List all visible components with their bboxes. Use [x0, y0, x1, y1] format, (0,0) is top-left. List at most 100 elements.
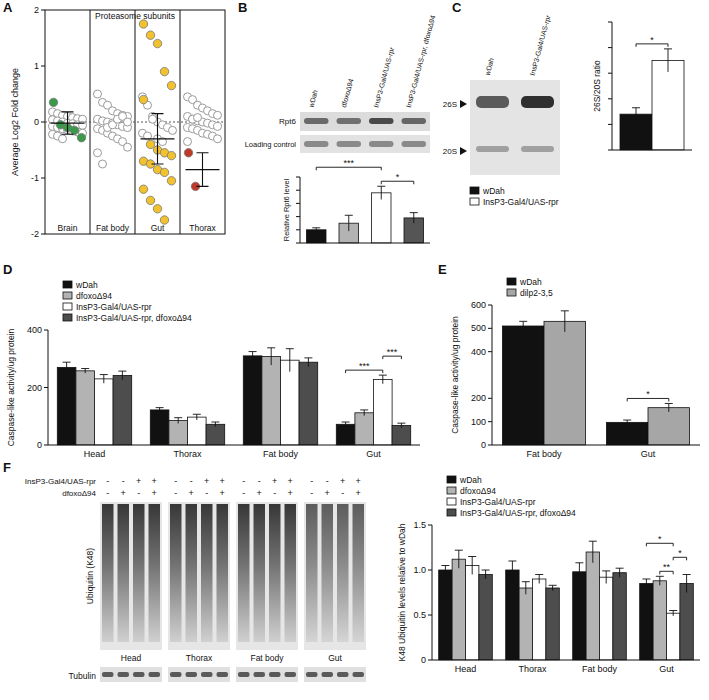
lane-mark: -	[242, 476, 245, 486]
marks	[620, 49, 684, 150]
error-bar	[642, 579, 650, 588]
category-label: Fat body	[526, 449, 562, 459]
lane-smear	[217, 504, 229, 642]
axis-title: Average Log2 Fold change	[10, 68, 20, 176]
lane-mark: +	[121, 488, 126, 498]
lane-smear	[337, 504, 349, 642]
error-bar	[535, 575, 543, 584]
legend-label: dfoxoΔ94	[460, 486, 496, 496]
y-axis	[300, 177, 301, 243]
arrow	[460, 100, 467, 108]
band	[118, 672, 130, 677]
band	[217, 672, 229, 677]
category-label: Thorax	[189, 223, 216, 233]
highlight-point	[167, 177, 175, 185]
category-label: Fat body	[582, 664, 618, 674]
lane-mark: -	[106, 488, 109, 498]
tick	[428, 660, 432, 661]
lane-mark: -	[341, 488, 344, 498]
tick	[296, 243, 300, 244]
tick-label: 500	[471, 323, 486, 333]
lane-mark: +	[288, 476, 293, 486]
bar	[653, 581, 666, 660]
tick-label: 0.5	[413, 610, 426, 620]
tick-label: 1.0	[413, 565, 426, 575]
highlight-point	[184, 149, 192, 157]
lane-smear	[186, 504, 198, 642]
legend-swatch	[63, 314, 72, 321]
panel-letter: A	[3, 0, 13, 15]
figure: ABCDEFwDahdfoxoΔ94InsP3-Gal4/UAS-rprInsP…	[0, 0, 709, 700]
point	[214, 122, 222, 130]
legend-swatch	[447, 476, 456, 483]
error-bar	[174, 418, 182, 424]
significance: ***	[387, 347, 398, 357]
tissue-label: Thorax	[186, 653, 213, 663]
lane-label: wDah	[307, 89, 319, 109]
y-axis	[492, 305, 493, 445]
axis-title: K48 Ubiquitin levels relative to wDah	[397, 523, 407, 661]
highlight-point	[146, 196, 154, 204]
error-bar	[118, 371, 126, 380]
panel-letter: D	[3, 262, 12, 277]
highlight-point	[139, 20, 147, 28]
lane-mark: -	[137, 488, 140, 498]
highlight-point	[146, 140, 154, 148]
band	[402, 118, 427, 124]
error-bar	[397, 423, 405, 428]
tick	[296, 229, 300, 230]
lane-smear	[238, 504, 250, 642]
bar	[372, 193, 392, 243]
lane-mark: -	[106, 476, 109, 486]
legend-swatch	[507, 278, 516, 285]
tick	[428, 525, 432, 526]
error-bar	[360, 410, 368, 416]
y-axis	[612, 22, 613, 150]
error-bar	[589, 541, 597, 563]
error-bar	[345, 215, 353, 231]
bar	[506, 570, 519, 660]
separator	[180, 10, 181, 234]
tick	[608, 124, 612, 125]
tick	[488, 351, 492, 352]
error-bar	[602, 571, 610, 584]
bar	[519, 588, 532, 660]
lane-smear	[170, 504, 182, 642]
highlight-point	[70, 126, 78, 134]
bar	[281, 360, 300, 445]
tick	[44, 330, 48, 331]
band	[133, 672, 145, 677]
sd-bar	[152, 114, 164, 164]
lane-mark: -	[310, 476, 313, 486]
tick	[41, 10, 45, 11]
band	[306, 672, 318, 677]
lane-mark: +	[325, 488, 330, 498]
legend-label: InsP3-Gal4/UAS-rpr, dfoxoΔ94	[76, 313, 192, 323]
blot	[304, 667, 366, 682]
bar	[573, 572, 586, 660]
band-label: 26S	[443, 100, 457, 109]
lane-label: InsP3-Gal4/UAS-rpr	[529, 14, 553, 77]
bar	[439, 570, 452, 660]
legend-label: dfoxoΔ94	[76, 291, 112, 301]
error-bar	[249, 352, 257, 361]
lane-mark: +	[152, 488, 157, 498]
band	[476, 146, 509, 152]
blot	[100, 667, 162, 682]
band	[304, 141, 329, 147]
bar	[680, 584, 693, 661]
x-axis	[492, 445, 700, 446]
lane-mark: -	[326, 476, 329, 486]
category-label: Gut	[659, 664, 674, 674]
tick	[296, 190, 300, 191]
error-bar	[623, 420, 631, 425]
highlight-point	[77, 133, 85, 141]
error-bar	[455, 550, 463, 568]
tick	[44, 445, 48, 446]
lane-mark: +	[340, 476, 345, 486]
band	[521, 146, 554, 152]
error-bar	[193, 414, 201, 420]
blot	[470, 80, 560, 175]
band	[369, 118, 394, 124]
bar	[355, 413, 374, 445]
